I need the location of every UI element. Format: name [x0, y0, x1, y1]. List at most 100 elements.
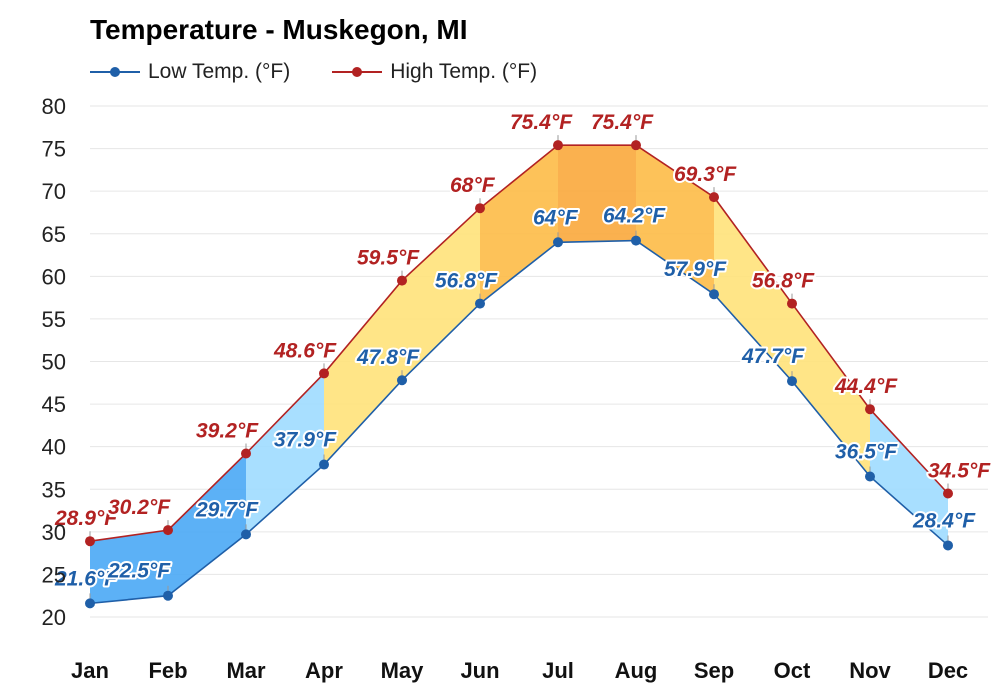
temperature-band-oct [792, 303, 870, 477]
y-tick-label: 60 [42, 264, 66, 289]
high-temp-line [89, 144, 949, 542]
low-point-jul[interactable] [553, 237, 563, 248]
high-label-mar: 39.2°F [196, 419, 259, 442]
x-tick-label: Aug [615, 658, 658, 683]
high-point-oct[interactable] [787, 298, 797, 309]
low-label-may: 47.8°F [356, 346, 420, 369]
y-tick-label: 55 [42, 307, 66, 332]
high-label-jun: 68°F [450, 174, 496, 197]
temperature-band-nov [870, 409, 948, 546]
high-point-aug[interactable] [631, 140, 641, 151]
low-point-feb[interactable] [163, 590, 173, 601]
high-label-apr: 48.6°F [273, 339, 337, 362]
data-points [85, 135, 953, 609]
temperature-band-may [402, 208, 480, 381]
y-tick-label: 75 [42, 137, 66, 162]
high-label-may: 59.5°F [357, 247, 420, 270]
high-point-jul[interactable] [553, 140, 563, 151]
high-point-mar[interactable] [241, 448, 251, 459]
legend-low-marker [90, 67, 140, 77]
y-tick-label: 40 [42, 435, 66, 460]
high-label-nov: 44.4°F [834, 375, 898, 398]
high-point-dec[interactable] [943, 488, 953, 499]
x-tick-label: Nov [849, 658, 891, 683]
x-tick-label: Jan [71, 658, 109, 683]
high-label-dec: 34.5°F [928, 460, 991, 483]
low-point-jun[interactable] [475, 298, 485, 309]
low-label-nov: 36.5°F [835, 440, 898, 463]
low-point-sep[interactable] [709, 289, 719, 300]
legend: Low Temp. (°F) High Temp. (°F) [90, 60, 537, 84]
low-point-nov[interactable] [865, 471, 875, 482]
y-tick-label: 50 [42, 350, 66, 375]
high-label-aug: 75.4°F [591, 111, 654, 134]
high-label-oct: 56.8°F [752, 270, 815, 293]
y-tick-label: 20 [42, 605, 66, 630]
temperature-band-apr [324, 280, 402, 465]
x-tick-label: Apr [305, 658, 343, 683]
temperature-band-aug [636, 145, 714, 295]
low-label-aug: 64.2°F [603, 205, 666, 228]
low-point-mar[interactable] [241, 529, 251, 540]
temperature-band-feb [168, 453, 246, 596]
legend-item-low[interactable]: Low Temp. (°F) [90, 60, 290, 84]
temperature-bands [90, 145, 948, 604]
legend-item-high[interactable]: High Temp. (°F) [332, 60, 537, 84]
high-point-apr[interactable] [319, 368, 329, 379]
temperature-band-jan [90, 530, 168, 604]
low-point-apr[interactable] [319, 459, 329, 470]
low-label-oct: 47.7°F [741, 345, 805, 368]
y-tick-label: 25 [42, 562, 66, 587]
high-label-jul: 75.4°F [510, 111, 573, 134]
high-point-jun[interactable] [475, 203, 485, 214]
high-point-nov[interactable] [865, 404, 875, 415]
x-tick-label: Jun [460, 658, 499, 683]
temperature-band-jun [480, 145, 558, 304]
y-tick-label: 65 [42, 222, 66, 247]
y-tick-label: 80 [42, 94, 66, 119]
x-tick-label: Mar [226, 658, 266, 683]
legend-low-label: Low Temp. (°F) [148, 60, 291, 83]
low-label-jan: 21.6°F [54, 567, 118, 590]
high-label-sep: 69.3°F [674, 163, 737, 186]
low-point-dec[interactable] [943, 540, 953, 551]
x-tick-label: Jul [542, 658, 574, 683]
low-point-aug[interactable] [631, 235, 641, 246]
y-axis: 20 25 30 35 40 45 50 55 60 65 70 75 80 [42, 94, 66, 630]
low-label-apr: 37.9°F [274, 429, 337, 452]
low-point-oct[interactable] [787, 376, 797, 387]
x-tick-label: May [381, 658, 425, 683]
y-tick-label: 35 [42, 477, 66, 502]
temperature-band-jul [558, 145, 636, 243]
x-tick-label: Dec [928, 658, 968, 683]
low-label-mar: 29.7°F [195, 498, 259, 521]
low-label-feb: 22.5°F [107, 560, 171, 583]
x-axis: Jan Feb Mar Apr May Jun Jul Aug Sep Oct Nov Dec [71, 658, 968, 683]
legend-high-label: High Temp. (°F) [390, 60, 538, 83]
high-label-jan: 28.9°F [54, 507, 118, 530]
y-tick-label: 30 [42, 520, 66, 545]
low-label-jun: 56.8°F [435, 270, 498, 293]
x-tick-label: Feb [148, 658, 187, 683]
x-tick-label: Oct [774, 658, 811, 683]
high-point-sep[interactable] [709, 192, 719, 203]
low-point-may[interactable] [397, 375, 407, 386]
low-label-dec: 28.4°F [912, 509, 976, 532]
series-lines [89, 144, 949, 605]
data-labels: 21.6°F22.5°F 29.7°F 37.9°F 47.8°F 56.8°F 64°F… [52, 109, 993, 592]
low-temp-line [89, 239, 949, 605]
temperature-band-mar [246, 373, 324, 535]
legend-high-marker [332, 67, 383, 77]
high-point-may[interactable] [397, 275, 407, 286]
low-point-jan[interactable] [85, 598, 95, 609]
temperature-band-sep [714, 197, 792, 382]
high-point-jan[interactable] [85, 536, 95, 547]
high-label-feb: 30.2°F [108, 496, 171, 519]
high-point-feb[interactable] [163, 525, 173, 536]
x-tick-label: Sep [694, 658, 734, 683]
low-label-sep: 57.9°F [664, 258, 727, 281]
low-label-jul: 64°F [533, 206, 579, 229]
y-tick-label: 45 [42, 392, 66, 417]
y-tick-label: 70 [42, 179, 66, 204]
